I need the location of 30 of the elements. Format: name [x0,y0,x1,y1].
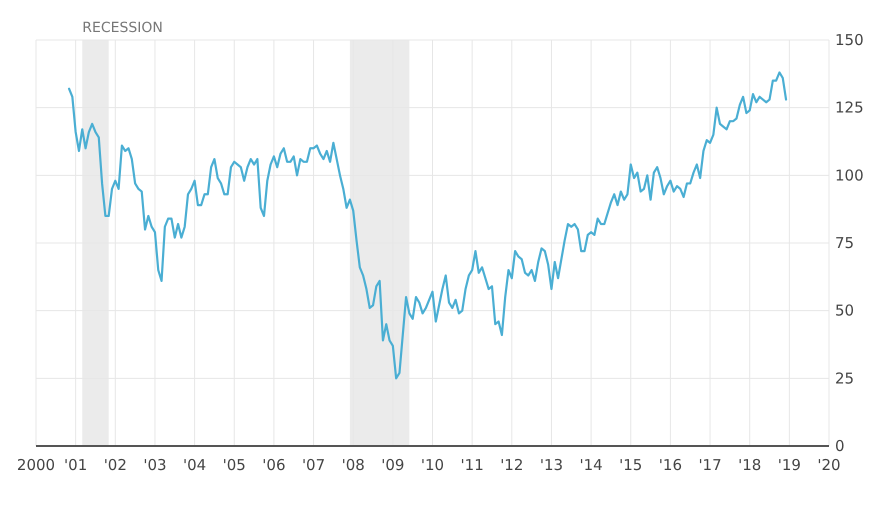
x-tick-label: '10 [420,456,444,474]
x-tick-label: '09 [381,456,404,474]
x-tick-label: '01 [64,456,88,474]
x-tick-label: '14 [579,456,603,474]
x-tick-label: '19 [778,456,801,474]
y-tick-label: 25 [835,369,854,388]
x-tick-label: '02 [104,456,127,474]
y-tick-label: 125 [835,98,864,117]
y-tick-label: 150 [835,31,864,49]
x-tick-label: '12 [500,456,524,474]
x-tick-label: '07 [302,456,326,474]
x-tick-label: '06 [262,456,286,474]
x-tick-label: '16 [658,456,682,474]
x-tick-label: '03 [143,456,167,474]
x-tick-label: '11 [460,456,484,474]
y-tick-label: 100 [835,166,864,184]
x-tick-label: '13 [540,456,564,474]
band-label: RECESSION [82,20,163,36]
x-tick-label: '08 [342,456,365,474]
y-tick-label: 50 [835,302,854,320]
x-tick-label: 2000 [16,456,56,474]
y-tick-label: 75 [835,234,854,252]
line-series [68,71,788,380]
y-tick-label: 0 [835,437,845,455]
x-tick-label: '15 [619,456,642,474]
x-tick-label: '05 [222,456,246,474]
x-tick-label: '20 [817,456,841,474]
x-tick-label: '17 [698,456,722,474]
x-tick-label: '18 [738,456,762,474]
x-tick-label: '04 [182,456,206,474]
